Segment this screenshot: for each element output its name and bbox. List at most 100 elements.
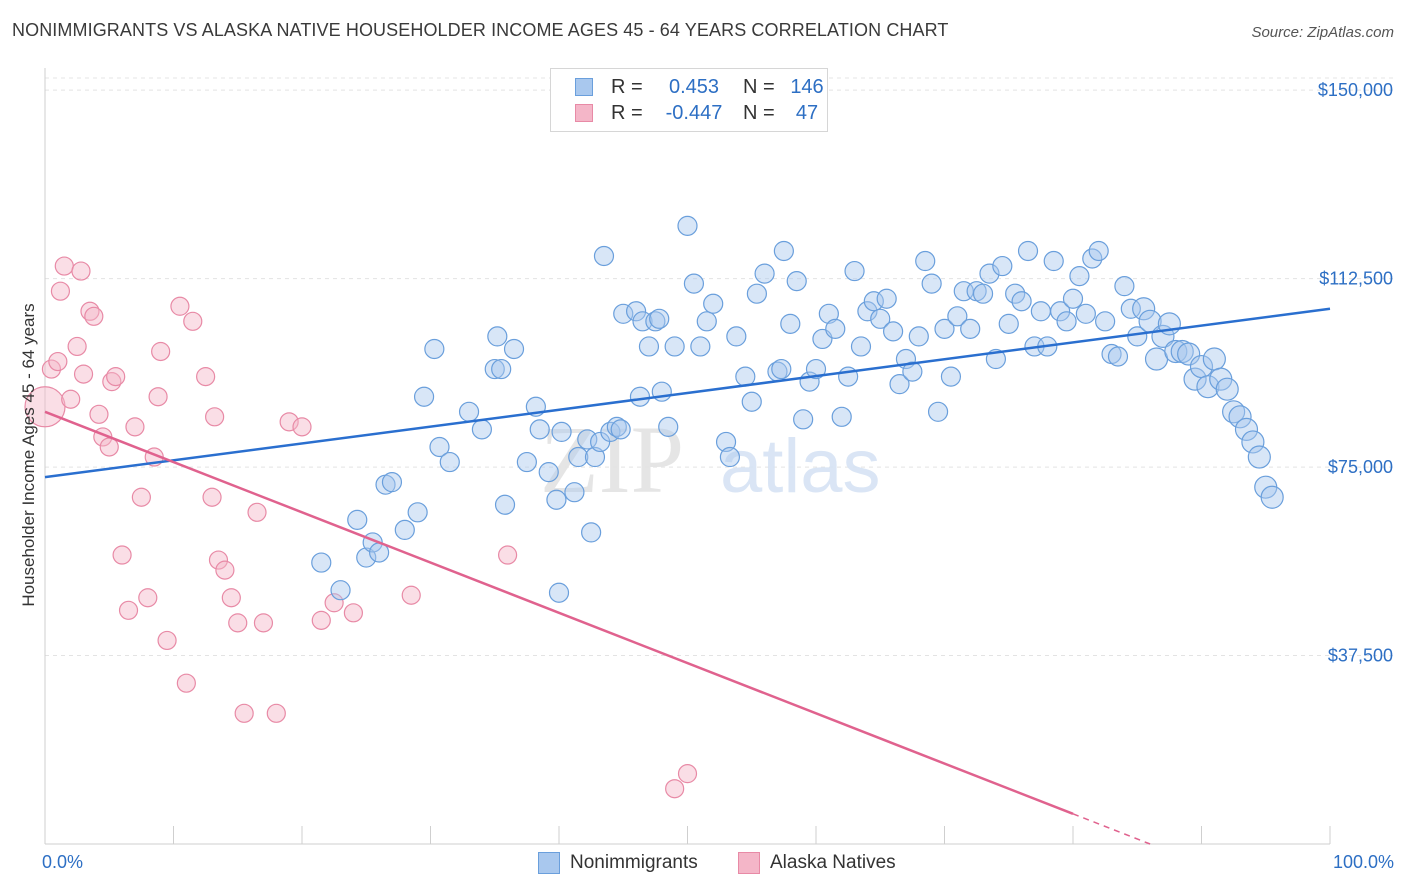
nonimmigrants-point xyxy=(548,582,570,603)
nonimmigrants-point xyxy=(471,419,492,440)
alaska-natives-point xyxy=(279,412,299,432)
nonimmigrants-point xyxy=(677,215,698,236)
chart-title: NONIMMIGRANTS VS ALASKA NATIVE HOUSEHOLD… xyxy=(12,20,949,40)
nonimmigrants-legend-label: Nonimmigrants xyxy=(570,852,698,873)
nonimmigrants-point xyxy=(625,301,647,322)
legend-row-alaska-natives: R = -0.447 N = 47 xyxy=(575,101,827,125)
nonimmigrants-point xyxy=(1132,297,1156,321)
nonimmigrants-point xyxy=(773,240,794,262)
nonimmigrants-point xyxy=(1075,303,1096,324)
alaska-natives-point xyxy=(343,603,363,623)
y-axis-title: Householder Income Ages 45 - 64 years xyxy=(19,303,38,606)
tick-labels: $37,500 $75,000 $112,500 $150,000 0.0% 100.0% xyxy=(42,80,1394,872)
alaska-natives-point xyxy=(292,417,312,437)
alaska-natives-point xyxy=(50,281,71,301)
alaska-natives-point xyxy=(234,703,254,723)
nonimmigrants-point xyxy=(1234,417,1259,441)
nonimmigrants-point xyxy=(568,446,589,468)
nonimmigrants-legend-swatch xyxy=(538,852,560,874)
r-label: R = xyxy=(611,101,643,124)
nonimmigrants-point xyxy=(330,580,351,601)
nonimmigrants-point xyxy=(915,250,936,272)
alaska-natives-point xyxy=(106,367,126,387)
alaska-natives-point xyxy=(253,613,274,633)
nonimmigrants-point xyxy=(940,366,962,387)
nonimmigrants-point xyxy=(1114,276,1135,297)
nonimmigrants-point xyxy=(793,409,814,430)
nonimmigrants-point xyxy=(439,451,460,473)
legend-item-alaska-natives: Alaska Natives xyxy=(738,852,896,874)
alaska-natives-point xyxy=(112,545,132,565)
nonimmigrants-point xyxy=(491,358,512,380)
nonimmigrants-point xyxy=(960,318,981,339)
nonimmigrants-point xyxy=(1107,346,1129,367)
nonimmigrants-point xyxy=(407,502,428,523)
alaska-natives-point xyxy=(266,703,286,723)
nonimmigrants-point xyxy=(458,401,480,422)
nonimmigrants-point xyxy=(754,263,775,284)
nonimmigrants-point xyxy=(1228,405,1252,429)
nonimmigrants-point xyxy=(564,482,585,503)
nonimmigrants-point xyxy=(1177,342,1201,366)
nonimmigrants-point xyxy=(1260,485,1284,509)
nonimmigrants-point xyxy=(992,255,1013,277)
nonimmigrants-point xyxy=(658,416,679,437)
nonimmigrants-point xyxy=(629,386,651,407)
nonimmigrants-point xyxy=(998,313,1019,334)
nonimmigrants-point xyxy=(972,283,994,304)
nonimmigrants-point xyxy=(1069,266,1090,287)
alaska-natives-point xyxy=(401,585,421,605)
alaska-natives-point xyxy=(228,613,248,633)
nonimmigrants-point xyxy=(538,462,559,483)
nonimmigrants-point xyxy=(645,311,666,332)
legend-item-nonimmigrants: Nonimmigrants xyxy=(538,852,698,874)
alaska-natives-point xyxy=(202,487,222,507)
nonimmigrants-point xyxy=(546,489,567,510)
nonimmigrants-point xyxy=(1202,347,1226,371)
r-value: -0.447 xyxy=(665,101,723,124)
n-value: 146 xyxy=(790,75,824,98)
alaska-natives-point xyxy=(138,588,158,608)
alaska-natives-point xyxy=(170,296,190,316)
alaska-natives-point xyxy=(665,779,685,799)
nonimmigrants-point xyxy=(1062,288,1084,309)
nonimmigrants-point xyxy=(703,293,724,314)
r-label: R = xyxy=(611,75,643,98)
nonimmigrants-point xyxy=(1050,301,1071,322)
nonimmigrants-point xyxy=(683,273,705,294)
alaska-natives-point xyxy=(205,407,225,427)
nonimmigrants-point xyxy=(1183,367,1207,391)
nonimmigrants-point xyxy=(503,338,525,360)
alaska-natives-point xyxy=(498,545,518,565)
nonimmigrants-point xyxy=(902,361,923,382)
nonimmigrants-point xyxy=(551,421,572,442)
alaska-natives-point xyxy=(71,261,91,281)
nonimmigrants-points xyxy=(311,215,1284,603)
alaska-natives-point xyxy=(215,560,235,580)
alaska-natives-point xyxy=(324,593,344,613)
alaska-natives-point xyxy=(208,550,229,570)
nonimmigrants-point xyxy=(850,336,872,357)
nonimmigrants-point xyxy=(581,522,602,543)
alaska-natives-point xyxy=(54,256,74,276)
alaska-natives-point xyxy=(183,311,203,331)
nonimmigrants-point xyxy=(413,386,435,407)
nonimmigrants-point xyxy=(1120,298,1141,319)
alaska-natives-legend-swatch xyxy=(738,852,760,874)
y-tick-label-1: $75,000 xyxy=(1328,457,1393,477)
nonimmigrants-point xyxy=(870,308,891,329)
nonimmigrants-point xyxy=(1030,301,1051,322)
nonimmigrants-point xyxy=(494,494,516,515)
axes xyxy=(44,68,1331,845)
trend-lines xyxy=(44,307,1331,845)
nonimmigrants-point xyxy=(529,419,550,440)
nonimmigrants-point xyxy=(719,446,741,468)
nonimmigrants-point xyxy=(347,509,368,530)
legend-row-nonimmigrants: R = 0.453 N = 146 xyxy=(575,75,827,99)
nonimmigrants-point xyxy=(381,472,403,493)
n-label: N = xyxy=(743,101,775,124)
alaska-natives-point xyxy=(151,341,171,362)
nonimmigrants-point xyxy=(584,446,606,468)
nonimmigrants-point xyxy=(649,308,670,329)
alaska-natives-point xyxy=(67,336,87,357)
